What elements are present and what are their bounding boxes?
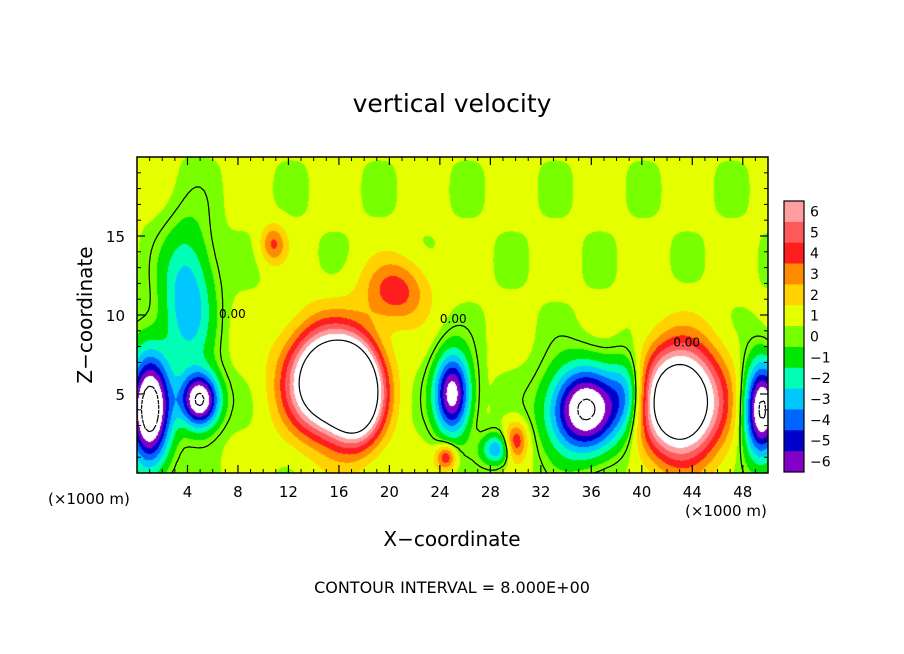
colorbar-label: −3 bbox=[810, 392, 831, 408]
x-tick-label: 8 bbox=[233, 483, 243, 501]
y-axis-label: Z−coordinate bbox=[73, 246, 97, 383]
contour-lines: 0.00 0.00 0.00 bbox=[136, 186, 769, 474]
x-tick-label: 28 bbox=[481, 483, 500, 501]
contour-zero bbox=[298, 339, 709, 440]
x-tick-label: 44 bbox=[683, 483, 702, 501]
colorbar-label: −6 bbox=[810, 455, 831, 471]
colorbar-swatch bbox=[784, 201, 804, 223]
colorbar-swatch bbox=[784, 326, 804, 348]
contour-label: 0.00 bbox=[440, 312, 467, 326]
colorbar-frame bbox=[783, 200, 805, 473]
y-tick-label: 5 bbox=[115, 386, 125, 404]
x-tick-label: 32 bbox=[531, 483, 550, 501]
colorbar-swatch bbox=[784, 221, 804, 244]
colorbar-swatch bbox=[784, 284, 804, 306]
colorbar-swatch bbox=[784, 263, 804, 285]
contour-label: 0.00 bbox=[219, 307, 246, 321]
x-tick-label: 12 bbox=[279, 483, 298, 501]
y-tick-label: 10 bbox=[106, 307, 125, 325]
colorbar-swatch bbox=[784, 409, 804, 431]
x-tick-label: 48 bbox=[733, 483, 752, 501]
plot-area: 0.00 0.00 0.00 bbox=[136, 156, 769, 474]
colorbar-swatch bbox=[784, 305, 804, 327]
x-tick-label: 4 bbox=[183, 483, 193, 501]
contour-negative bbox=[140, 385, 767, 433]
x-axis-ticks: 4 8 12 16 20 24 28 32 36 40 44 48 bbox=[149, 157, 756, 501]
colorbar-label: 6 bbox=[810, 204, 819, 220]
colorbar-label: 3 bbox=[810, 267, 819, 283]
x-tick-label: 16 bbox=[329, 483, 348, 501]
x-axis-label: X−coordinate bbox=[383, 527, 520, 551]
velocity-field bbox=[137, 157, 768, 473]
x-tick-label: 24 bbox=[430, 483, 449, 501]
colorbar-label: −1 bbox=[810, 350, 831, 366]
contour-label: 0.00 bbox=[673, 336, 700, 350]
colorbar-label: 4 bbox=[810, 246, 819, 262]
colorbar-label: −4 bbox=[810, 413, 831, 429]
colorbar: 6 5 4 3 2 1 0 −1 −2 −3 −4 −5 −6 bbox=[783, 200, 831, 473]
colorbar-swatch bbox=[784, 388, 804, 410]
chart-title: vertical velocity bbox=[353, 89, 552, 118]
x-unit-right: (×1000 m) bbox=[685, 502, 767, 520]
x-tick-label: 20 bbox=[380, 483, 399, 501]
x-unit-left: (×1000 m) bbox=[48, 490, 130, 508]
contour-interval-note: CONTOUR INTERVAL = 8.000E+00 bbox=[314, 578, 590, 597]
y-axis-ticks: 5 10 15 bbox=[106, 172, 768, 458]
colorbar-label: 5 bbox=[810, 225, 819, 241]
colorbar-swatch bbox=[784, 367, 804, 390]
x-tick-label: 36 bbox=[582, 483, 601, 501]
x-tick-label: 40 bbox=[632, 483, 651, 501]
colorbar-swatch bbox=[784, 430, 804, 452]
y-tick-label: 15 bbox=[106, 228, 125, 246]
colorbar-swatch bbox=[784, 451, 804, 473]
colorbar-label: 1 bbox=[810, 309, 819, 325]
colorbar-label: 0 bbox=[810, 330, 819, 346]
colorbar-label: 2 bbox=[810, 288, 819, 304]
colorbar-swatch bbox=[784, 346, 804, 369]
colorbar-label: −2 bbox=[810, 371, 831, 387]
colorbar-label: −5 bbox=[810, 434, 831, 450]
colorbar-swatch bbox=[784, 242, 804, 265]
